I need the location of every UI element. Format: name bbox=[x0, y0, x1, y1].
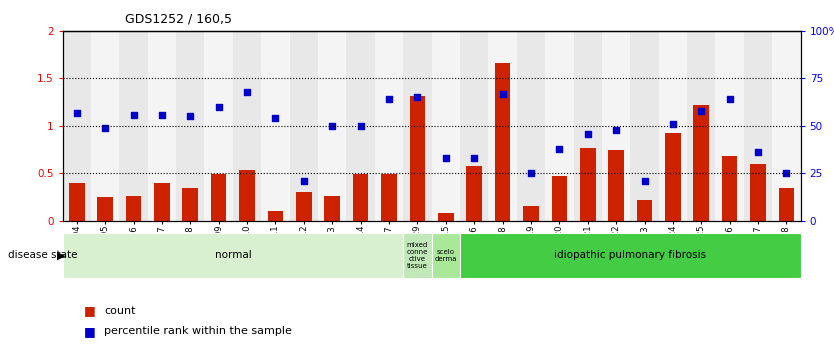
Bar bbox=[438, 213, 454, 221]
Bar bbox=[268, 211, 284, 221]
Text: GDS1252 / 160,5: GDS1252 / 160,5 bbox=[125, 12, 232, 25]
Bar bbox=[91, 31, 119, 221]
Bar bbox=[403, 233, 432, 278]
Text: percentile rank within the sample: percentile rank within the sample bbox=[104, 326, 292, 336]
Bar bbox=[722, 156, 737, 221]
Bar bbox=[744, 31, 772, 221]
Bar bbox=[289, 31, 318, 221]
Point bbox=[751, 150, 765, 155]
Point bbox=[695, 108, 708, 114]
Bar bbox=[636, 200, 652, 221]
Bar bbox=[659, 31, 687, 221]
Bar bbox=[460, 31, 489, 221]
Point bbox=[240, 89, 254, 95]
Point bbox=[183, 114, 197, 119]
Bar bbox=[296, 193, 312, 221]
Bar bbox=[69, 183, 84, 221]
Bar bbox=[772, 31, 801, 221]
Point bbox=[269, 116, 282, 121]
Bar bbox=[687, 31, 716, 221]
Bar bbox=[694, 105, 709, 221]
Bar bbox=[545, 31, 574, 221]
Bar bbox=[495, 63, 510, 221]
Bar bbox=[466, 166, 482, 221]
Point bbox=[525, 171, 538, 176]
Text: ■: ■ bbox=[83, 325, 95, 338]
Bar bbox=[154, 183, 169, 221]
Point bbox=[297, 178, 310, 184]
Bar bbox=[489, 31, 517, 221]
Bar bbox=[148, 31, 176, 221]
Text: ▶: ▶ bbox=[57, 251, 65, 261]
Point bbox=[98, 125, 112, 131]
Bar bbox=[665, 132, 681, 221]
Point bbox=[638, 178, 651, 184]
Bar bbox=[517, 31, 545, 221]
Point bbox=[155, 112, 168, 117]
Point bbox=[410, 95, 424, 100]
Point bbox=[581, 131, 595, 136]
Bar bbox=[374, 31, 403, 221]
Point bbox=[666, 121, 680, 127]
Bar bbox=[98, 197, 113, 221]
Bar bbox=[239, 169, 255, 221]
Bar bbox=[183, 188, 198, 221]
Point bbox=[382, 97, 395, 102]
Bar bbox=[204, 31, 233, 221]
Point bbox=[610, 127, 623, 132]
Bar bbox=[324, 196, 340, 221]
Point bbox=[723, 97, 736, 102]
Bar bbox=[574, 31, 602, 221]
Bar bbox=[176, 31, 204, 221]
Bar bbox=[779, 188, 794, 221]
Bar bbox=[751, 164, 766, 221]
Point bbox=[496, 91, 510, 97]
Point bbox=[127, 112, 140, 117]
Point bbox=[354, 123, 367, 129]
Bar bbox=[403, 31, 432, 221]
Bar bbox=[126, 196, 141, 221]
Bar bbox=[602, 31, 631, 221]
Text: idiopathic pulmonary fibrosis: idiopathic pulmonary fibrosis bbox=[555, 250, 706, 260]
Text: ■: ■ bbox=[83, 304, 95, 317]
Text: disease state: disease state bbox=[8, 250, 78, 260]
Bar bbox=[460, 233, 801, 278]
Text: normal: normal bbox=[214, 250, 251, 260]
Point bbox=[553, 146, 566, 151]
Bar bbox=[432, 31, 460, 221]
Point bbox=[468, 155, 481, 161]
Point bbox=[70, 110, 83, 116]
Bar bbox=[381, 174, 397, 221]
Bar bbox=[346, 31, 374, 221]
Point bbox=[325, 123, 339, 129]
Bar bbox=[318, 31, 346, 221]
Text: mixed
conne
ctive
tissue: mixed conne ctive tissue bbox=[407, 242, 428, 269]
Bar bbox=[409, 96, 425, 221]
Bar bbox=[233, 31, 261, 221]
Text: count: count bbox=[104, 306, 136, 315]
Bar bbox=[631, 31, 659, 221]
Bar bbox=[523, 206, 539, 221]
Point bbox=[440, 155, 453, 161]
Text: scelo
derma: scelo derma bbox=[435, 249, 457, 262]
Bar bbox=[119, 31, 148, 221]
Bar bbox=[353, 174, 369, 221]
Bar bbox=[608, 150, 624, 221]
Bar bbox=[63, 31, 91, 221]
Bar bbox=[261, 31, 289, 221]
Bar bbox=[716, 31, 744, 221]
Bar bbox=[551, 176, 567, 221]
Point bbox=[212, 104, 225, 110]
Bar bbox=[580, 148, 595, 221]
Bar bbox=[432, 233, 460, 278]
Bar bbox=[211, 174, 227, 221]
Bar bbox=[63, 233, 403, 278]
Point bbox=[780, 171, 793, 176]
